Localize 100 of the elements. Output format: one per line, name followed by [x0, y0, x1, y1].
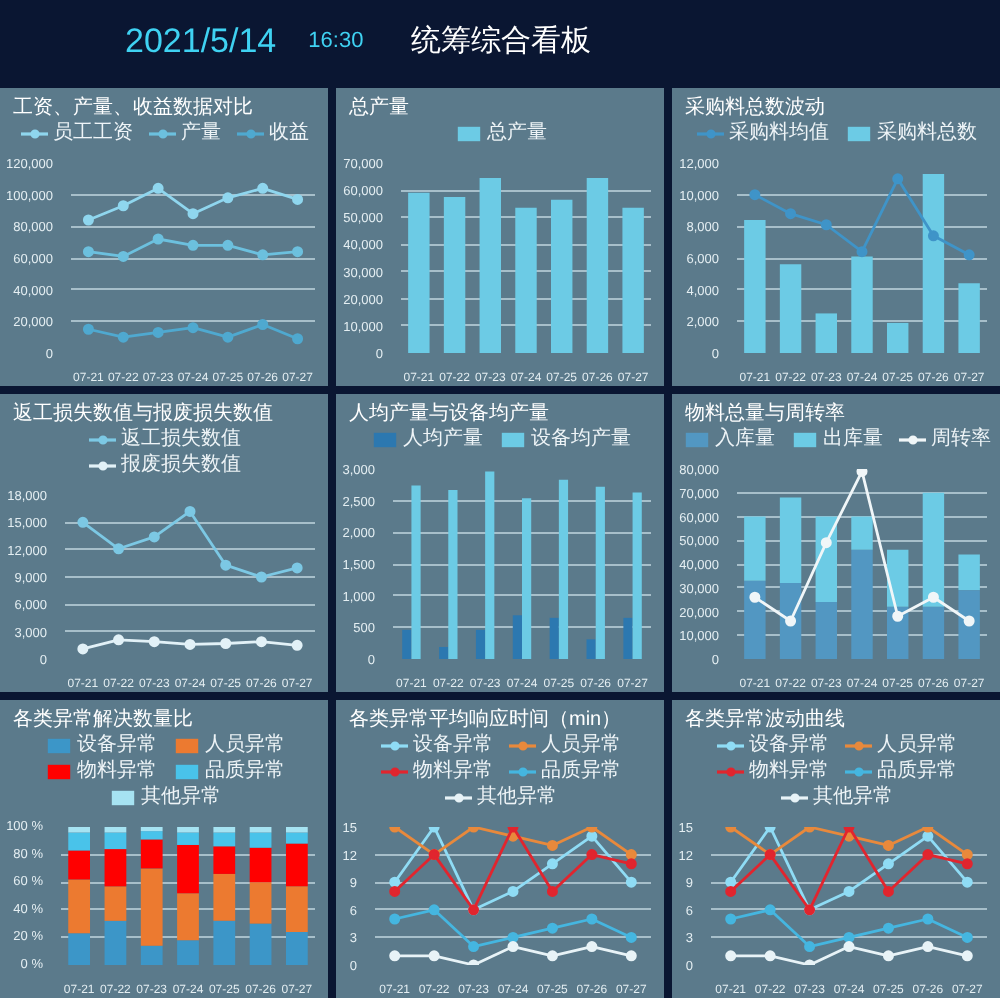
bar — [285, 886, 308, 932]
point — [507, 941, 519, 953]
bar — [779, 264, 802, 353]
bar — [177, 832, 199, 845]
legend-label: 其他异常 — [141, 783, 221, 810]
bar — [104, 827, 127, 833]
chart-title: 物料总量与周转率 — [685, 401, 845, 425]
bar — [958, 283, 980, 353]
point — [184, 638, 196, 650]
bar — [249, 882, 272, 924]
bar — [744, 580, 766, 659]
bar — [213, 832, 236, 847]
point — [963, 615, 975, 627]
bar — [213, 827, 236, 833]
point — [963, 249, 975, 261]
bar — [958, 590, 980, 659]
point — [255, 636, 267, 648]
point — [961, 876, 973, 888]
legend-label: 设备异常 — [749, 731, 829, 758]
text: 2021/5/14 — [125, 22, 277, 60]
point — [625, 858, 637, 870]
point — [389, 950, 401, 962]
point — [152, 326, 164, 338]
point — [428, 950, 440, 962]
point — [222, 331, 234, 343]
bar — [104, 886, 127, 921]
legend-label: 产量 — [181, 119, 221, 146]
point — [625, 931, 637, 943]
bar — [922, 492, 945, 607]
bar — [744, 220, 766, 353]
point — [222, 239, 234, 251]
point — [546, 950, 558, 962]
text: 16:30 — [308, 29, 364, 53]
legend-label: 周转率 — [931, 425, 991, 452]
legend-label: 人员异常 — [205, 731, 285, 758]
legend-label: 收益 — [269, 120, 309, 146]
point — [725, 885, 737, 897]
point — [546, 858, 558, 870]
legend-label: 返工损失数值 — [121, 425, 241, 452]
point — [220, 638, 232, 649]
bar — [586, 177, 609, 353]
point — [961, 849, 973, 861]
point — [257, 319, 269, 330]
bar — [922, 606, 945, 659]
point — [625, 950, 637, 962]
point — [148, 636, 160, 648]
bar — [285, 931, 308, 965]
legend-label: 设备均产量 — [531, 425, 631, 452]
bar — [68, 832, 91, 851]
bar — [177, 893, 199, 941]
bar — [285, 832, 308, 844]
point — [468, 941, 480, 953]
chart-title: 总产量 — [347, 95, 409, 119]
point — [843, 931, 855, 943]
legend-label: 采购料均值 — [729, 119, 829, 146]
point — [113, 634, 125, 646]
bar — [851, 256, 873, 353]
point — [625, 876, 637, 888]
legend-label: 品质异常 — [541, 757, 621, 784]
bar — [744, 516, 766, 581]
bar — [140, 831, 163, 840]
point — [764, 904, 776, 916]
legend-label: 其他异常 — [813, 783, 893, 810]
point — [922, 849, 934, 861]
point — [804, 941, 816, 953]
bar — [411, 485, 421, 659]
point — [77, 516, 89, 528]
point — [152, 233, 164, 245]
bar — [887, 322, 909, 353]
point — [586, 830, 598, 842]
point — [389, 885, 401, 897]
point — [586, 941, 598, 953]
bar — [249, 827, 272, 833]
bar — [402, 629, 412, 659]
point — [292, 193, 304, 205]
point — [187, 239, 199, 251]
bar — [586, 639, 596, 659]
point — [725, 950, 737, 962]
chart-title: 人均产量与设备均产量 — [349, 401, 549, 425]
text: 统筹综合看板 — [411, 24, 591, 58]
point — [113, 543, 125, 555]
point — [820, 219, 832, 231]
point — [546, 922, 558, 934]
point — [882, 922, 894, 934]
bar — [68, 850, 91, 880]
bar — [479, 177, 501, 353]
bar — [285, 827, 308, 833]
bar — [522, 498, 532, 659]
bar — [213, 846, 236, 874]
point — [843, 885, 855, 897]
point — [820, 537, 832, 549]
point — [82, 214, 94, 226]
bar — [177, 827, 199, 833]
bar — [408, 192, 430, 353]
point — [152, 182, 164, 194]
chart-title: 返工损失数值与报废损失数值 — [13, 401, 273, 425]
bar — [213, 920, 236, 965]
point — [291, 562, 303, 574]
bar — [249, 832, 272, 848]
point — [749, 591, 761, 603]
